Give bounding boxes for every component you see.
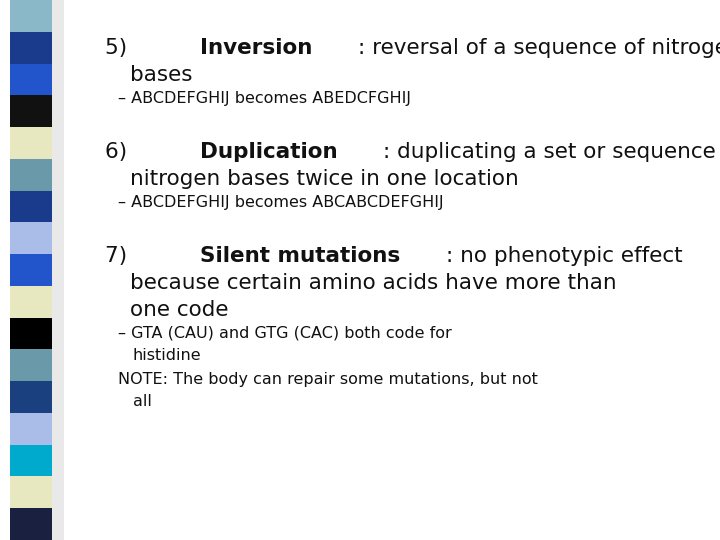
Text: Silent mutations: Silent mutations xyxy=(200,246,400,266)
Text: because certain amino acids have more than: because certain amino acids have more th… xyxy=(130,273,616,293)
Bar xyxy=(10,127,52,159)
Text: bases: bases xyxy=(130,65,192,85)
Bar xyxy=(10,95,52,127)
Bar xyxy=(10,476,52,508)
Text: 6): 6) xyxy=(105,142,134,162)
Bar xyxy=(10,445,52,476)
Bar xyxy=(10,64,52,95)
Bar xyxy=(10,0,52,32)
Text: 7): 7) xyxy=(105,246,134,266)
Text: – ABCDEFGHIJ becomes ABEDCFGHIJ: – ABCDEFGHIJ becomes ABEDCFGHIJ xyxy=(118,91,411,106)
Bar xyxy=(52,0,64,540)
Bar xyxy=(10,381,52,413)
Text: 5): 5) xyxy=(105,38,134,58)
Text: all: all xyxy=(133,394,152,409)
Text: : reversal of a sequence of nitrogen: : reversal of a sequence of nitrogen xyxy=(358,38,720,58)
Text: – GTA (CAU) and GTG (CAC) both code for: – GTA (CAU) and GTG (CAC) both code for xyxy=(118,326,451,341)
Bar xyxy=(10,286,52,318)
Text: Inversion: Inversion xyxy=(200,38,312,58)
Text: nitrogen bases twice in one location: nitrogen bases twice in one location xyxy=(130,169,518,189)
Bar xyxy=(10,32,52,64)
Text: : no phenotypic effect: : no phenotypic effect xyxy=(446,246,682,266)
Text: one code: one code xyxy=(130,300,228,320)
Text: – ABCDEFGHIJ becomes ABCABCDEFGHIJ: – ABCDEFGHIJ becomes ABCABCDEFGHIJ xyxy=(118,195,444,210)
Text: NOTE: The body can repair some mutations, but not: NOTE: The body can repair some mutations… xyxy=(118,372,538,387)
Text: : duplicating a set or sequence of: : duplicating a set or sequence of xyxy=(383,142,720,162)
Bar xyxy=(10,349,52,381)
Bar xyxy=(10,254,52,286)
Bar xyxy=(10,508,52,540)
Bar xyxy=(10,191,52,222)
Text: histidine: histidine xyxy=(133,348,202,363)
Bar xyxy=(10,413,52,445)
Bar xyxy=(10,222,52,254)
Bar xyxy=(10,318,52,349)
Bar xyxy=(10,159,52,191)
Text: Duplication: Duplication xyxy=(200,142,338,162)
